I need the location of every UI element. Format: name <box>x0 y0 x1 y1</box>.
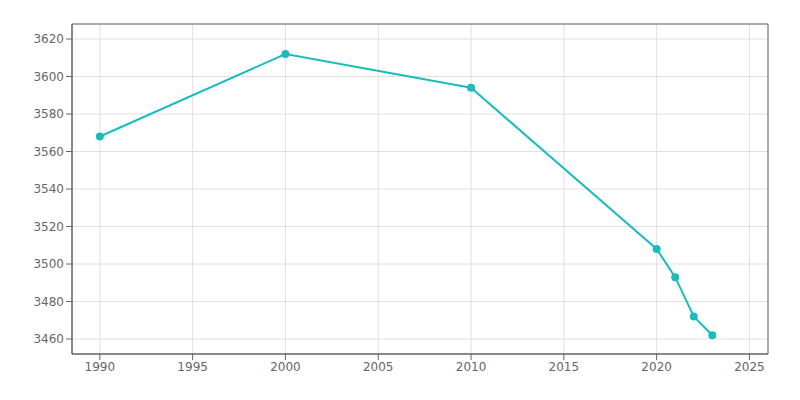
svg-text:2020: 2020 <box>641 360 672 374</box>
svg-text:1995: 1995 <box>177 360 208 374</box>
svg-text:2010: 2010 <box>456 360 487 374</box>
svg-text:3540: 3540 <box>33 182 64 196</box>
svg-text:2000: 2000 <box>270 360 301 374</box>
svg-text:1990: 1990 <box>85 360 116 374</box>
svg-text:3560: 3560 <box>33 145 64 159</box>
svg-text:3480: 3480 <box>33 295 64 309</box>
svg-text:3600: 3600 <box>33 70 64 84</box>
svg-text:3460: 3460 <box>33 332 64 346</box>
svg-text:3520: 3520 <box>33 220 64 234</box>
svg-text:2015: 2015 <box>549 360 580 374</box>
svg-text:2005: 2005 <box>363 360 394 374</box>
svg-text:3500: 3500 <box>33 257 64 271</box>
svg-text:3620: 3620 <box>33 32 64 46</box>
svg-text:3580: 3580 <box>33 107 64 121</box>
svg-text:2025: 2025 <box>734 360 765 374</box>
